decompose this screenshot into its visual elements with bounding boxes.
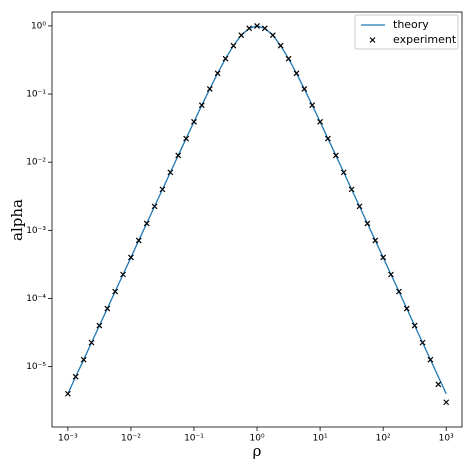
marker [143,220,150,227]
x-tick-label: 10³ [439,434,454,444]
marker [348,186,355,193]
marker [388,271,394,278]
marker [285,55,292,62]
plot-frame [51,11,463,428]
marker [238,32,245,39]
marker [293,70,300,77]
marker [380,254,387,261]
y-tick-label: 10⁰ [31,21,46,31]
marker [151,203,158,210]
marker [419,339,426,346]
x-axis-label: ρ [253,442,262,460]
marker [403,305,410,312]
marker [206,86,213,92]
y-tick-label: 10⁻¹ [26,90,46,100]
legend-label: theory [393,18,429,31]
marker [301,86,308,92]
marker [198,102,205,109]
x-tick-label: 10² [376,434,391,444]
y-tick-label: 10⁻³ [26,226,46,236]
marker [277,42,284,49]
x-tick-label: 10⁻¹ [184,434,204,444]
marker [64,390,71,397]
marker [317,118,324,125]
marker [372,237,379,244]
marker [356,203,363,210]
x-tick-label: 10¹ [313,434,328,444]
marker [167,169,174,176]
marker [254,22,260,29]
marker [222,55,229,62]
marker [411,322,418,329]
marker [396,288,402,295]
marker [230,42,237,49]
x-tick-label: 10⁻³ [58,434,78,444]
y-tick-label: 10⁻² [26,158,46,168]
y-axis-label: alpha [8,199,26,241]
marker [175,152,182,159]
marker [214,70,221,77]
marker [191,118,197,125]
legend-box [354,14,459,50]
marker [261,25,268,32]
marker [443,399,450,406]
marker [112,288,119,295]
x-tick-label: 10⁰ [250,434,265,444]
marker [80,356,87,363]
marker [120,271,126,278]
marker [324,135,331,142]
marker [96,322,103,329]
x-tick-label: 10⁻² [121,434,141,444]
y-tick-label: 10⁻⁵ [26,362,46,372]
marker [332,152,339,159]
marker [340,169,347,176]
marker [88,339,95,346]
marker [135,237,142,244]
marker [427,356,434,363]
y-tick-label: 10⁻⁴ [26,294,46,304]
marker [104,305,111,312]
marker [183,135,190,142]
marker [435,381,442,388]
line [67,25,447,395]
marker [269,32,276,39]
marker [159,186,166,193]
marker [309,102,316,109]
marker [364,220,371,227]
marker [128,254,134,261]
marker [72,373,79,380]
legend-label: experiment [393,33,457,46]
legend-marker [369,37,376,43]
marker [246,25,253,32]
